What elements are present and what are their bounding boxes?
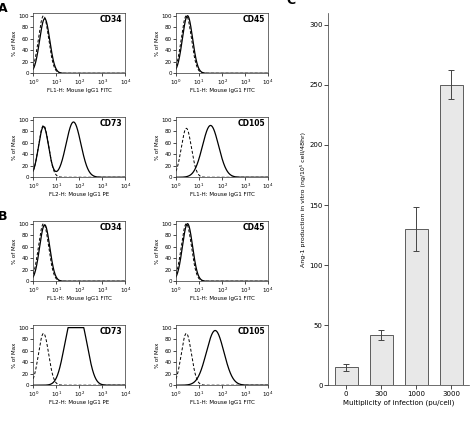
Y-axis label: % of Max: % of Max [155,30,160,56]
Y-axis label: % of Max: % of Max [12,238,17,264]
Bar [335,367,357,385]
Y-axis label: % of Max: % of Max [155,342,160,368]
Y-axis label: % of Max: % of Max [12,134,17,160]
Text: CD73: CD73 [100,327,123,336]
Text: B: B [0,210,8,223]
Y-axis label: % of Max: % of Max [155,134,160,160]
X-axis label: FL1-H: Mouse IgG1 FITC: FL1-H: Mouse IgG1 FITC [190,192,255,197]
Y-axis label: % of Max: % of Max [12,30,17,56]
Y-axis label: % of Max: % of Max [12,342,17,368]
Text: C: C [286,0,295,7]
X-axis label: FL1-H: Mouse IgG1 FITC: FL1-H: Mouse IgG1 FITC [47,296,112,301]
Y-axis label: Ang-1 production in vitro (ng/10⁵ cell/48hr): Ang-1 production in vitro (ng/10⁵ cell/4… [301,131,307,267]
X-axis label: FL1-H: Mouse IgG1 FITC: FL1-H: Mouse IgG1 FITC [190,88,255,93]
X-axis label: FL1-H: Mouse IgG1 FITC: FL1-H: Mouse IgG1 FITC [190,400,255,405]
X-axis label: Multiplicity of infection (pu/cell): Multiplicity of infection (pu/cell) [343,399,455,406]
Bar [405,229,428,385]
Text: CD45: CD45 [243,15,265,24]
Text: CD105: CD105 [238,119,265,128]
Bar [440,85,463,385]
X-axis label: FL2-H: Mouse IgG1 PE: FL2-H: Mouse IgG1 PE [49,400,109,405]
X-axis label: FL1-H: Mouse IgG1 FITC: FL1-H: Mouse IgG1 FITC [47,88,112,93]
Text: A: A [0,2,8,15]
Text: CD105: CD105 [238,327,265,336]
Text: CD34: CD34 [100,15,123,24]
X-axis label: FL1-H: Mouse IgG1 FITC: FL1-H: Mouse IgG1 FITC [190,296,255,301]
Text: CD34: CD34 [100,223,123,232]
Text: CD45: CD45 [243,223,265,232]
X-axis label: FL2-H: Mouse IgG1 PE: FL2-H: Mouse IgG1 PE [49,192,109,197]
Bar [370,335,392,385]
Text: CD73: CD73 [100,119,123,128]
Y-axis label: % of Max: % of Max [155,238,160,264]
